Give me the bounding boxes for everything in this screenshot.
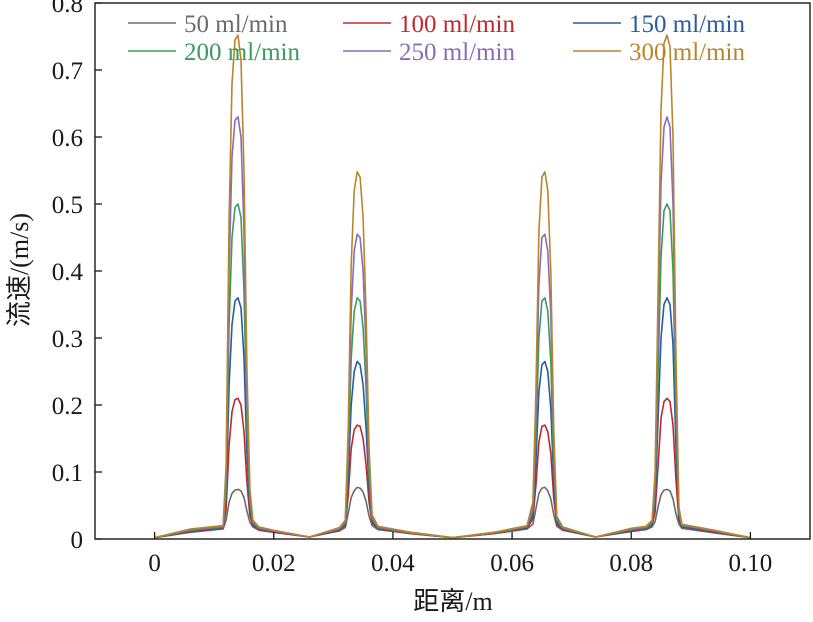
y-tick-label: 0.5	[52, 192, 83, 219]
y-tick-label: 0.2	[52, 393, 83, 420]
series-line-50-ml-min	[154, 486, 751, 539]
axes-frame	[94, 2, 811, 540]
x-tick-label: 0	[148, 550, 161, 577]
y-tick-label: 0.4	[52, 259, 84, 286]
legend-label: 300 ml/min	[629, 39, 745, 66]
legend-label: 50 ml/min	[184, 11, 288, 38]
plot-area	[94, 2, 811, 540]
series-group	[154, 34, 751, 539]
x-tick-label: 0.10	[729, 550, 773, 577]
legend-label: 150 ml/min	[629, 11, 745, 38]
y-tick-label: 0.3	[52, 326, 83, 353]
x-axis-label: 距离/m	[413, 587, 492, 616]
x-tick-label: 0.04	[371, 550, 415, 577]
legend-label: 100 ml/min	[399, 11, 515, 38]
x-axis-ticks: 0 0.02 0.04 0.06 0.08 0.10	[148, 532, 772, 577]
legend-label: 200 ml/min	[184, 39, 300, 66]
y-tick-label: 0.8	[52, 0, 83, 18]
y-tick-label: 0.7	[52, 58, 83, 85]
x-tick-label: 0.02	[252, 550, 296, 577]
series-line-300-ml-min	[154, 34, 751, 539]
y-axis-label: 流速/(m/s)	[5, 213, 34, 327]
y-tick-label: 0.6	[52, 125, 83, 152]
legend-label: 250 ml/min	[399, 39, 515, 66]
series-line-100-ml-min	[154, 397, 751, 539]
y-tick-label: 0.1	[52, 460, 83, 487]
y-tick-label: 0	[71, 527, 84, 554]
legend: 50 ml/min 100 ml/min 150 ml/min 200 ml/min 2…	[128, 11, 745, 66]
x-tick-label: 0.06	[490, 550, 534, 577]
x-tick-label: 0.08	[609, 550, 653, 577]
y-axis-ticks: 0 0.1 0.2 0.3 0.4 0.5 0.6 0.7 0.8	[52, 0, 102, 554]
